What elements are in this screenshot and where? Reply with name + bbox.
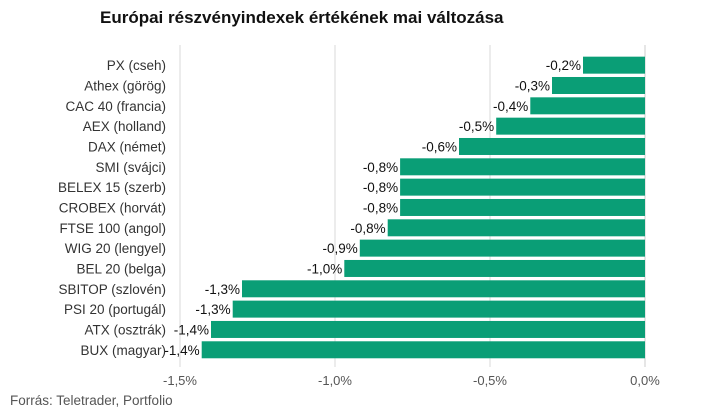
category-label: BEL 20 (belga) [76,261,166,276]
bar [344,259,645,277]
category-label: DAX (német) [88,139,166,154]
bar [211,320,645,338]
value-label: -0,6% [422,139,457,154]
value-label: -1,3% [205,282,240,297]
value-label: -0,2% [546,58,581,73]
x-tick-label: 0,0% [630,373,660,388]
value-label: -1,4% [164,343,199,358]
category-label: SBITOP (szlovén) [58,282,166,297]
x-tick-label: -0,5% [473,373,507,388]
bars [201,56,645,359]
source-note: Forrás: Teletrader, Portfolio [10,393,173,408]
x-tick-label: -1,0% [318,373,352,388]
bar [242,280,645,298]
value-label: -0,3% [515,78,550,93]
bar [387,219,645,237]
bar [552,76,645,94]
value-label: -0,8% [363,200,398,215]
bar [400,198,645,216]
bar [359,239,645,257]
category-label: PX (cseh) [107,58,166,73]
category-label: BELEX 15 (szerb) [58,180,166,195]
value-label: -0,8% [363,180,398,195]
category-label: PSI 20 (portugál) [64,302,166,317]
value-label: -0,4% [493,99,528,114]
value-label: -1,3% [195,302,230,317]
bar [530,97,645,115]
bar [459,137,645,155]
value-label: -1,4% [174,322,209,337]
bar [201,341,645,359]
category-label: AEX (holland) [83,119,166,134]
category-label: Athex (görög) [84,78,166,93]
category-label: ATX (osztrák) [84,322,166,337]
category-label: SMI (svájci) [96,160,167,175]
value-label: -0,8% [350,221,385,236]
value-label: -0,5% [459,119,494,134]
labels: PX (cseh) -0,2% Athex (görög) -0,3% CAC 40 (… [58,58,581,358]
bar [400,178,645,196]
bar [232,300,645,318]
value-label: -0,9% [323,241,358,256]
bar [400,158,645,176]
category-label: CROBEX (horvát) [59,200,166,215]
bar [583,56,645,74]
bar [496,117,645,135]
chart-title: Európai részvényindexek értékének mai vá… [100,8,504,27]
value-label: -1,0% [307,261,342,276]
value-label: -0,8% [363,160,398,175]
category-label: BUX (magyar) [80,343,166,358]
x-axis-ticks: -1,5% -1,0% -0,5% 0,0% [163,373,660,388]
category-label: CAC 40 (francia) [65,99,166,114]
category-label: WIG 20 (lengyel) [65,241,166,256]
category-label: FTSE 100 (angol) [59,221,166,236]
x-tick-label: -1,5% [163,373,197,388]
